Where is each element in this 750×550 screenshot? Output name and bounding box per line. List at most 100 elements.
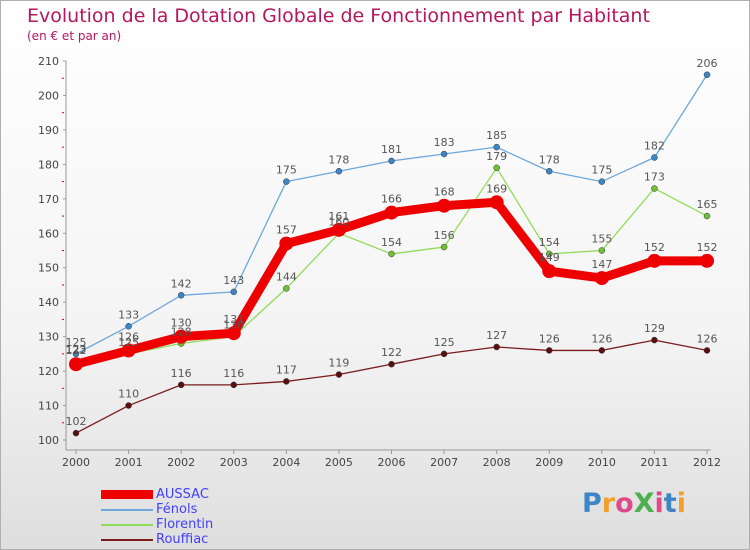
logo-letter: X <box>633 488 655 519</box>
data-label-aussac: 152 <box>644 241 665 254</box>
data-label-florentin: 130 <box>223 319 244 332</box>
data-label-aussac: 147 <box>591 258 612 271</box>
y-tick-label: 170 <box>38 193 59 206</box>
y-tick-label: 210 <box>38 55 59 68</box>
data-label-aussac: 168 <box>434 186 455 199</box>
data-label-f-nols: 181 <box>381 143 402 156</box>
y-tick-label: 190 <box>38 124 59 137</box>
y-tick-label: 200 <box>38 89 59 102</box>
legend-item-aussac: AUSSAC <box>101 487 213 502</box>
x-tick-label: 2009 <box>535 456 563 469</box>
data-label-florentin: 123 <box>66 343 87 356</box>
data-label-rouffiac: 110 <box>118 388 139 401</box>
data-point-aussac <box>331 222 346 237</box>
data-label-rouffiac: 126 <box>591 332 612 345</box>
data-label-rouffiac: 102 <box>66 415 87 428</box>
data-label-rouffiac: 126 <box>539 332 560 345</box>
data-label-rouffiac: 127 <box>486 329 507 342</box>
legend-item-f-nols: Fénols <box>101 502 213 517</box>
data-point-florentin <box>546 250 553 258</box>
data-label-florentin: 125 <box>118 336 139 349</box>
data-label-rouffiac: 117 <box>276 363 297 376</box>
y-tick-label: 140 <box>38 296 59 309</box>
x-tick-label: 2012 <box>693 456 721 469</box>
data-label-florentin: 179 <box>486 150 507 163</box>
data-point-rouffiac <box>335 371 343 378</box>
legend-label-f-nols: Fénols <box>156 502 198 517</box>
data-point-f-nols <box>703 71 711 79</box>
legend-label-rouffiac: Rouffiac <box>156 532 209 547</box>
legend-item-rouffiac: Rouffiac <box>101 532 213 547</box>
data-point-florentin <box>440 243 448 251</box>
data-point-f-nols <box>230 288 237 296</box>
legend-swatch-aussac <box>101 490 153 499</box>
data-point-f-nols <box>440 150 448 158</box>
logo-letter: o <box>615 488 634 519</box>
data-label-rouffiac: 116 <box>171 367 192 380</box>
data-label-florentin: 155 <box>591 233 612 246</box>
data-point-florentin <box>598 247 606 254</box>
logo-letter: r <box>601 488 616 519</box>
x-tick-label: 2010 <box>588 456 616 469</box>
data-label-florentin: 173 <box>644 170 665 183</box>
data-point-florentin <box>283 285 290 292</box>
data-label-rouffiac: 126 <box>697 332 718 345</box>
data-label-rouffiac: 116 <box>223 367 244 380</box>
y-tick-label: 110 <box>38 400 59 413</box>
y-tick-label: 130 <box>38 331 59 344</box>
data-label-florentin: 160 <box>328 215 349 228</box>
data-point-aussac <box>594 271 609 286</box>
axes: 100 110 120 130 140 150 160 170 180 190 200 210 2000… <box>38 55 721 469</box>
y-tick-label: 100 <box>38 434 59 447</box>
data-point-rouffiac <box>177 381 185 389</box>
data-label-aussac: 149 <box>539 251 560 264</box>
data-point-rouffiac <box>493 343 500 351</box>
data-point-f-nols <box>388 157 395 165</box>
data-point-aussac <box>121 343 136 358</box>
x-tick-label: 2003 <box>220 456 248 469</box>
logo-letter: i <box>676 488 686 519</box>
legend-label-aussac: AUSSAC <box>156 487 209 502</box>
data-point-aussac <box>542 264 557 279</box>
data-point-f-nols <box>493 143 500 151</box>
data-label-f-nols: 175 <box>591 164 612 177</box>
data-label-florentin: 165 <box>697 198 718 211</box>
proxiti-logo: ProXiti <box>582 488 686 519</box>
data-label-f-nols: 178 <box>539 153 560 166</box>
data-label-aussac: 122 <box>66 344 87 357</box>
data-label-aussac: 166 <box>381 193 402 206</box>
data-point-rouffiac <box>72 429 80 437</box>
data-label-f-nols: 142 <box>171 277 192 290</box>
data-point-rouffiac <box>388 360 395 368</box>
legend: AUSSAC Fénols Florentin Rouffiac <box>101 487 213 547</box>
data-point-florentin <box>493 164 500 172</box>
data-point-rouffiac <box>283 378 290 385</box>
data-point-rouffiac <box>703 347 711 354</box>
data-point-florentin <box>651 185 658 192</box>
x-tick-label: 2011 <box>640 456 668 469</box>
y-tick-label: 120 <box>38 365 59 378</box>
data-label-f-nols: 185 <box>486 129 507 142</box>
data-label-f-nols: 175 <box>276 164 297 177</box>
x-tick-label: 2000 <box>62 456 90 469</box>
data-point-f-nols <box>546 168 553 175</box>
data-point-aussac <box>69 357 83 372</box>
data-label-aussac: 161 <box>328 210 349 223</box>
legend-swatch-florentin <box>101 523 153 526</box>
data-point-f-nols <box>598 178 606 185</box>
data-label-florentin: 128 <box>171 326 192 339</box>
data-point-f-nols <box>177 292 185 299</box>
data-label-aussac: 169 <box>486 182 507 195</box>
data-point-rouffiac <box>230 381 237 389</box>
data-label-rouffiac: 125 <box>434 336 455 349</box>
data-label-rouffiac: 122 <box>381 346 402 359</box>
data-point-rouffiac <box>125 402 132 409</box>
data-point-aussac <box>279 236 294 251</box>
legend-label-florentin: Florentin <box>156 517 214 532</box>
data-point-f-nols <box>651 154 658 161</box>
data-point-f-nols <box>283 178 290 185</box>
data-point-f-nols <box>335 168 343 175</box>
data-label-f-nols: 183 <box>434 136 455 149</box>
